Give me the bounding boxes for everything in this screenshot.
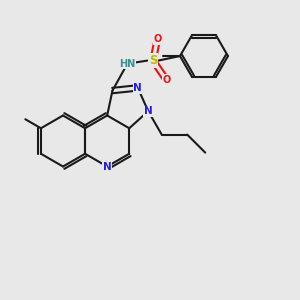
Text: S: S <box>149 54 157 67</box>
Text: HN: HN <box>119 58 136 69</box>
Text: O: O <box>162 75 171 85</box>
Text: N: N <box>134 83 142 93</box>
Text: N: N <box>103 161 112 172</box>
Text: N: N <box>144 106 153 116</box>
Text: O: O <box>153 34 162 44</box>
